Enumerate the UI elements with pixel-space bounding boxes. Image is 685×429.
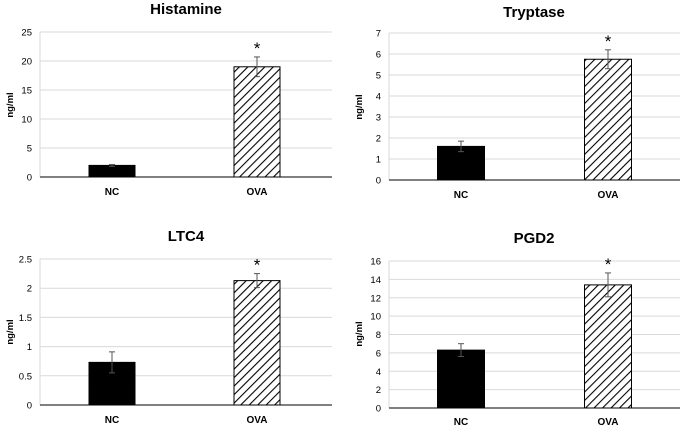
bar-ova xyxy=(233,66,281,178)
y-tick-label: 4 xyxy=(376,92,381,103)
error-bar-ova xyxy=(254,56,260,78)
chart-histamine: Histamine ng/ml 0 5 10 15 20 25 NC * OVA xyxy=(5,1,332,198)
y-tick-label: 2 xyxy=(27,284,32,295)
y-tick-label: 6 xyxy=(376,348,381,359)
y-tick-label: 1.5 xyxy=(19,313,32,324)
bar-ova xyxy=(584,284,632,409)
error-bar-nc xyxy=(109,351,115,374)
significance-marker: * xyxy=(605,32,612,51)
chart-title: PGD2 xyxy=(514,230,555,247)
x-tick-label-ova: OVA xyxy=(247,415,268,426)
x-tick-label-ova: OVA xyxy=(247,187,268,198)
error-bar-nc xyxy=(458,343,464,358)
y-tick-label: 14 xyxy=(370,275,381,286)
y-axis-label: ng/ml xyxy=(354,94,365,119)
y-tick-label: 15 xyxy=(21,86,32,97)
y-tick-label: 5 xyxy=(376,71,381,82)
bar-nc xyxy=(88,164,136,178)
y-tick-label: 10 xyxy=(370,312,381,323)
significance-marker: * xyxy=(254,256,261,275)
y-tick-label: 10 xyxy=(21,115,32,126)
bar-ova xyxy=(584,58,632,181)
chart-ltc4: LTC4 ng/ml 0 0.5 1 1.5 2 2.5 NC * OVA xyxy=(5,228,332,426)
y-tick-label: 1 xyxy=(27,342,32,353)
y-tick-label: 2.5 xyxy=(19,255,32,266)
y-tick-label: 6 xyxy=(376,50,381,61)
y-tick-label: 25 xyxy=(21,28,32,39)
chart-title: Histamine xyxy=(150,1,222,18)
y-tick-label: 0 xyxy=(376,404,381,415)
x-tick-label-nc: NC xyxy=(454,417,468,428)
significance-marker: * xyxy=(254,39,261,58)
y-tick-label: 5 xyxy=(27,144,32,155)
x-tick-label-ova: OVA xyxy=(598,417,619,428)
error-bar-ova xyxy=(605,49,611,70)
y-tick-label: 20 xyxy=(21,57,32,68)
chart-pgd2: PGD2 ng/ml 0 2 4 6 8 10 12 14 16 NC * OVA xyxy=(354,230,680,428)
significance-marker: * xyxy=(605,255,612,274)
y-axis-label: ng/ml xyxy=(5,319,16,344)
y-tick-label: 4 xyxy=(376,367,381,378)
x-tick-label-nc: NC xyxy=(454,190,468,201)
y-tick-label: 3 xyxy=(376,113,381,124)
y-axis-label: ng/ml xyxy=(354,321,365,346)
y-tick-label: 0 xyxy=(376,176,381,187)
bar-nc xyxy=(437,349,485,409)
y-tick-label: 0 xyxy=(27,173,32,184)
error-bar-nc xyxy=(109,164,115,167)
y-tick-label: 7 xyxy=(376,29,381,40)
y-tick-label: 12 xyxy=(370,293,381,304)
error-bar-ova xyxy=(605,272,611,298)
x-tick-label-nc: NC xyxy=(105,415,119,426)
y-tick-label: 0 xyxy=(27,401,32,412)
y-tick-label: 2 xyxy=(376,134,381,145)
x-tick-label-nc: NC xyxy=(105,187,119,198)
chart-title: LTC4 xyxy=(168,228,205,245)
chart-tryptase: Tryptase ng/ml 0 1 2 3 4 5 6 7 NC * OVA xyxy=(354,4,680,201)
y-axis-label: ng/ml xyxy=(5,92,16,117)
y-tick-label: 16 xyxy=(370,257,381,268)
y-tick-label: 1 xyxy=(376,155,381,166)
error-bar-ova xyxy=(254,273,260,289)
y-tick-label: 2 xyxy=(376,385,381,396)
bar-ova xyxy=(233,280,281,406)
error-bar-nc xyxy=(458,140,464,153)
x-tick-label-ova: OVA xyxy=(598,190,619,201)
chart-title: Tryptase xyxy=(503,4,565,21)
y-tick-label: 8 xyxy=(376,330,381,341)
y-tick-label: 0.5 xyxy=(19,371,32,382)
